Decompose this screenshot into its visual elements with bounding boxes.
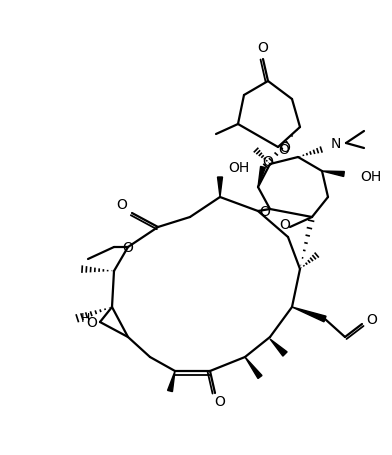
Polygon shape bbox=[218, 177, 223, 197]
Text: O: O bbox=[258, 41, 269, 55]
Text: O: O bbox=[123, 241, 133, 254]
Text: O: O bbox=[279, 143, 289, 157]
Text: O: O bbox=[263, 155, 274, 169]
Text: O: O bbox=[116, 197, 127, 212]
Polygon shape bbox=[167, 371, 175, 392]
Polygon shape bbox=[270, 339, 287, 356]
Text: O: O bbox=[279, 141, 290, 155]
Polygon shape bbox=[322, 172, 344, 177]
Text: OH: OH bbox=[228, 161, 249, 175]
Polygon shape bbox=[245, 357, 262, 379]
Text: O: O bbox=[87, 315, 98, 329]
Text: N: N bbox=[331, 136, 341, 151]
Polygon shape bbox=[258, 167, 265, 187]
Text: O: O bbox=[279, 217, 290, 232]
Text: O: O bbox=[214, 394, 225, 408]
Text: O: O bbox=[260, 205, 270, 218]
Text: O: O bbox=[367, 312, 377, 326]
Polygon shape bbox=[292, 307, 326, 322]
Text: H: H bbox=[81, 311, 90, 324]
Text: OH: OH bbox=[360, 170, 381, 184]
